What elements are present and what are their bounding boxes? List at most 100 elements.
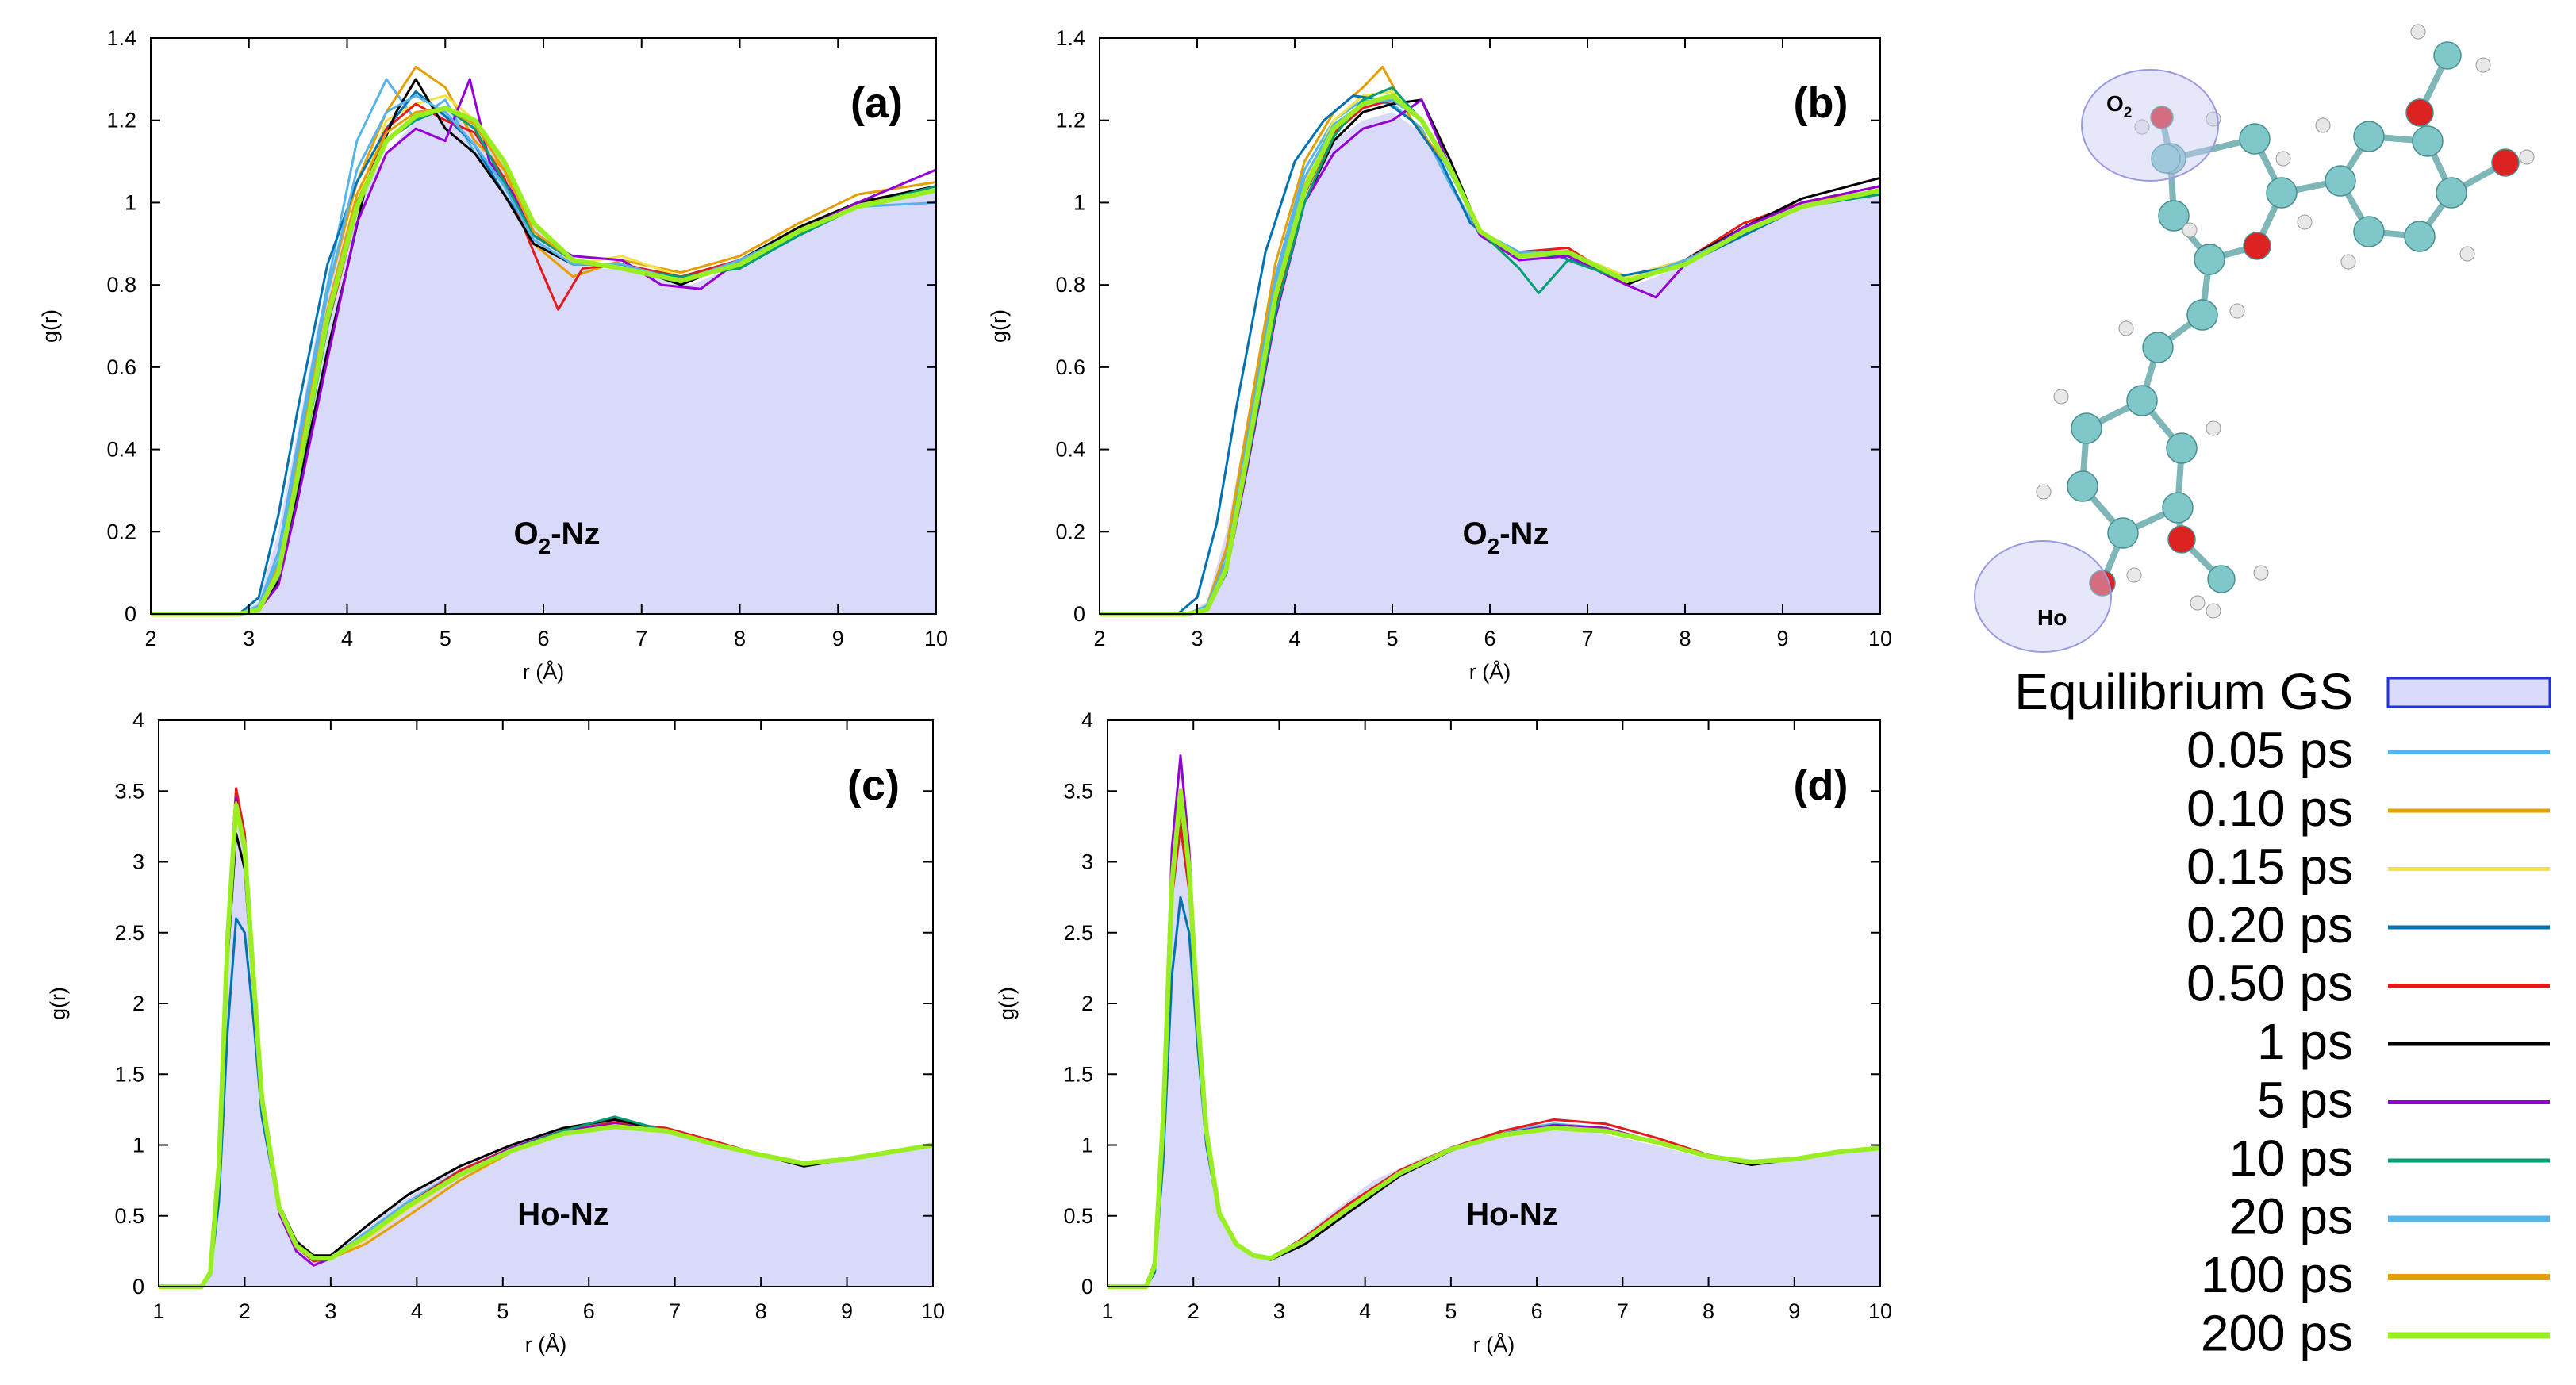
legend-label: 100 ps — [2201, 1246, 2353, 1303]
o2-highlight-circle — [2081, 69, 2219, 182]
x-tick-label: 10 — [1868, 1299, 1892, 1323]
y-tick-label: 3.5 — [114, 779, 144, 803]
panel-tag-a: (a) — [850, 79, 903, 127]
y-tick-label: 0.5 — [114, 1204, 144, 1228]
y-tick-label: 1.2 — [1055, 109, 1085, 132]
x-tick-label: 9 — [832, 627, 844, 650]
carbon-atom — [2142, 332, 2174, 363]
y-tick-label: 0 — [1081, 1275, 1093, 1299]
hydrogen-atom — [2275, 151, 2291, 167]
series-line-a-20-ps — [151, 94, 937, 616]
x-tick-label: 7 — [1581, 627, 1593, 650]
carbon-atom — [2186, 299, 2218, 331]
y-axis-title-d: g(r) — [995, 987, 1019, 1020]
oxygen-atom — [2167, 525, 2196, 554]
legend-entry: 20 ps — [2229, 1188, 2550, 1245]
legend-label: 0.20 ps — [2186, 896, 2353, 953]
legend-entry: 200 ps — [2201, 1305, 2550, 1362]
legend-label: 0.15 ps — [2186, 838, 2353, 896]
oxygen-atom — [2405, 98, 2434, 127]
carbon-atom — [2162, 492, 2194, 524]
y-tick-label: 1.2 — [106, 109, 136, 132]
carbon-atom — [2207, 565, 2236, 593]
x-tick-label: 9 — [841, 1299, 853, 1323]
chart-panel-c: 1 2 3 4 5 6 7 8 9 10 0 0.5 1 1.5 2 2.5 3 3.5 4 r (Å) g(r) (c)… — [46, 708, 945, 1356]
x-tick-label: 3 — [1273, 1299, 1285, 1323]
x-tick-label: 5 — [440, 627, 451, 650]
y-axis-title-b: g(r) — [987, 309, 1011, 343]
x-tick-label: 8 — [755, 1299, 767, 1323]
legend-label: 10 ps — [2229, 1130, 2353, 1187]
y-tick-label: 0.8 — [1055, 273, 1085, 297]
molecule-structure: O2 Ho — [1974, 24, 2535, 653]
x-axis-title-a: r (Å) — [523, 659, 564, 684]
chart-panel-a: 2 3 4 5 6 7 8 9 10 0 0.2 0.4 0.6 0.8 1 1.2 1.4 r (Å) g(r) (… — [38, 26, 948, 684]
carbon-atom — [2353, 216, 2385, 247]
y-tick-label: 1.4 — [106, 26, 136, 50]
x-tick-label: 8 — [1679, 627, 1691, 650]
y-tick-label: 0.2 — [106, 520, 136, 543]
legend-entry: Equilibrium GS — [2014, 663, 2551, 720]
hydrogen-atom — [2053, 389, 2069, 405]
series-line-d-200-ps — [1108, 788, 1881, 1289]
y-tick-label: 2 — [1081, 992, 1093, 1015]
x-tick-label: 2 — [1188, 1299, 1200, 1323]
hydrogen-atom — [2410, 24, 2426, 40]
legend-entry: 0.10 ps — [2186, 780, 2550, 837]
x-tick-label: 2 — [239, 1299, 251, 1323]
y-tick-label: 3 — [132, 850, 144, 874]
y-tick-label: 1 — [1081, 1134, 1093, 1157]
chart-panel-d: 1 2 3 4 5 6 7 8 9 10 0 0.5 1 1.5 2 2.5 3 3.5 4 r (Å) g(r) (d)… — [995, 708, 1892, 1356]
hydrogen-atom — [2190, 595, 2206, 611]
legend-entry: 0.20 ps — [2186, 896, 2550, 953]
x-tick-label: 7 — [635, 627, 647, 650]
x-tick-label: 6 — [537, 627, 549, 650]
x-tick-label: 6 — [583, 1299, 595, 1323]
x-tick-label: 1 — [152, 1299, 164, 1323]
hydrogen-atom — [2036, 484, 2052, 500]
x-axis-title-d: r (Å) — [1473, 1332, 1515, 1356]
y-tick-label: 0.5 — [1063, 1204, 1093, 1228]
y-tick-label: 1.5 — [1063, 1062, 1093, 1086]
hydrogen-atom — [2297, 214, 2313, 230]
x-tick-label: 4 — [411, 1299, 423, 1323]
carbon-atom — [2158, 200, 2190, 232]
y-tick-label: 0 — [132, 1275, 144, 1299]
y-tick-label: 2.5 — [114, 921, 144, 945]
x-axis-title-c: r (Å) — [525, 1332, 566, 1356]
hydrogen-atom — [2340, 254, 2356, 270]
carbon-atom — [2404, 221, 2436, 252]
y-tick-label: 0 — [1073, 602, 1085, 626]
x-tick-label: 2 — [144, 627, 156, 650]
ho-label: Ho — [2037, 605, 2067, 630]
y-tick-label: 2.5 — [1063, 921, 1093, 945]
oxygen-atom — [2243, 232, 2271, 260]
panel-annotation-a: O2-Nz — [514, 516, 601, 558]
x-tick-label: 5 — [497, 1299, 509, 1323]
legend-entry: 0.15 ps — [2186, 838, 2550, 896]
carbon-atom — [2126, 385, 2158, 416]
carbon-atom — [2433, 41, 2462, 70]
series-line-b-200-ps — [1100, 93, 1881, 616]
carbon-atom — [2325, 165, 2356, 197]
series-line-a-5-ps — [151, 78, 937, 616]
legend-label: 20 ps — [2229, 1188, 2353, 1245]
hydrogen-atom — [2206, 420, 2221, 436]
hydrogen-atom — [2475, 57, 2491, 73]
carbon-atom — [2436, 177, 2467, 209]
y-tick-label: 1.5 — [114, 1062, 144, 1086]
x-tick-label: 6 — [1484, 627, 1495, 650]
hydrogen-atom — [2459, 246, 2475, 262]
series-line-c-200-ps — [159, 803, 934, 1289]
carbon-atom — [2412, 125, 2444, 157]
carbon-atom — [2239, 123, 2271, 155]
x-tick-label: 9 — [1788, 1299, 1800, 1323]
x-tick-label: 10 — [1868, 627, 1892, 650]
legend-entry: 0.05 ps — [2186, 722, 2550, 779]
x-tick-label: 3 — [324, 1299, 336, 1323]
chart-panel-b: 2 3 4 5 6 7 8 9 10 0 0.2 0.4 0.6 0.8 1 1.2 1.4 r (Å) g(r) (… — [987, 26, 1892, 684]
y-tick-label: 4 — [132, 708, 144, 732]
oxygen-atom — [2150, 106, 2174, 129]
